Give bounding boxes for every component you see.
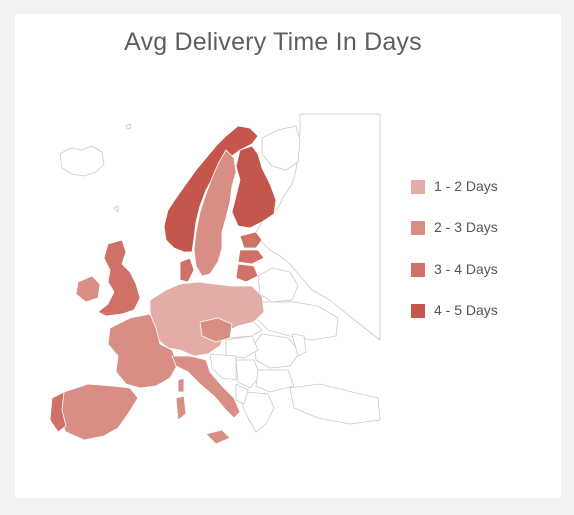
region-kola [261,125,301,171]
region-serbia [235,359,261,389]
legend-swatch [411,263,425,277]
legend-label: 2 - 3 Days [434,219,498,235]
region-bulgaria [255,369,295,393]
legend-swatch [411,304,425,318]
region-austria[interactable] [199,317,233,343]
region-russia-west [253,113,381,341]
legend-item[interactable]: 3 - 4 Days [411,260,551,280]
region-lithuania[interactable] [235,263,259,283]
region-ukraine [255,301,339,341]
legend-label: 3 - 4 Days [434,261,498,277]
legend-swatch [411,180,425,194]
region-corsica[interactable] [177,377,185,393]
legend-label: 1 - 2 Days [434,178,498,194]
region-ireland[interactable] [75,275,101,303]
region-moldova [291,333,307,357]
region-belarus [257,267,299,303]
region-italy[interactable] [171,355,241,419]
map-title: Avg Delivery Time In Days [124,28,422,56]
region-sweden[interactable] [193,149,237,277]
legend-item[interactable]: 2 - 3 Days [411,218,551,238]
region-latvia[interactable] [237,249,265,265]
legend-item[interactable]: 4 - 5 Days [411,301,551,321]
region-estonia[interactable] [239,231,263,249]
region-france[interactable] [107,313,179,389]
legend-label: 4 - 5 Days [434,302,498,318]
region-albania-mk [235,383,249,405]
region-iceland [59,145,105,177]
region-portugal[interactable] [49,391,67,433]
region-sardinia[interactable] [175,395,187,421]
region-uk[interactable] [97,239,141,317]
region-spain[interactable] [57,383,139,441]
region-sicily[interactable] [205,429,231,445]
region-hungary [225,335,259,359]
region-denmark[interactable] [179,257,195,283]
region-finland[interactable] [231,145,277,229]
region-germany-central[interactable] [149,281,265,357]
region-small-island [113,205,119,213]
region-greece [241,391,275,433]
region-small-island [125,123,132,130]
region-bosnia-croatia [209,353,237,381]
legend-item[interactable]: 1 - 2 Days [411,177,551,197]
region-turkey-west [289,383,381,425]
legend-swatch [411,221,425,235]
